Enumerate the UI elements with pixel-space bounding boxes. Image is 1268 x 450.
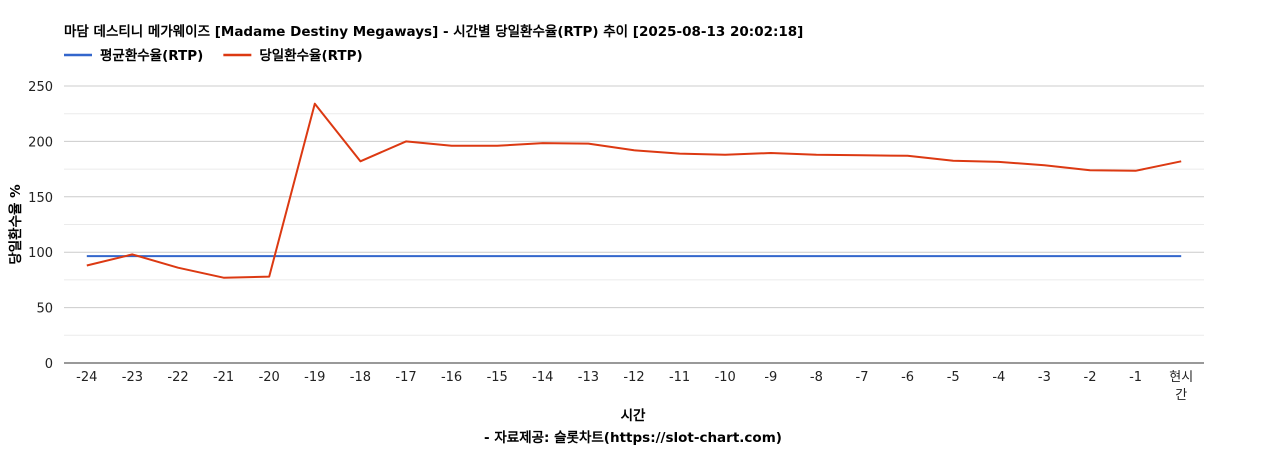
x-tick-label: -17 xyxy=(395,370,416,385)
x-tick-label: -16 xyxy=(441,370,462,385)
x-tick-label: -19 xyxy=(304,370,325,385)
x-tick-label: -7 xyxy=(856,370,869,385)
source-credit: - 자료제공: 슬롯차트(https://slot-chart.com) xyxy=(484,430,782,446)
x-tick-label: -5 xyxy=(947,370,960,385)
x-axis-title: 시간 xyxy=(621,407,646,424)
legend: 평균환수율(RTP) 당일환수율(RTP) xyxy=(64,47,363,64)
legend-label: 당일환수율(RTP) xyxy=(259,47,362,64)
x-tick-label: -11 xyxy=(669,370,690,385)
y-tick-label: 100 xyxy=(28,246,53,261)
y-tick-label: 200 xyxy=(28,135,53,150)
y-axis-ticks: 0 50 100 150 200 250 xyxy=(28,80,53,372)
x-tick-label: -22 xyxy=(167,370,188,385)
x-tick-label: -4 xyxy=(992,370,1005,385)
x-tick-label: -13 xyxy=(578,370,599,385)
series-line-1 xyxy=(86,102,1182,279)
x-tick-label: -21 xyxy=(213,370,234,385)
chart-title: 마담 데스티니 메가웨이즈 [Madame Destiny Megaways] … xyxy=(64,23,803,40)
x-tick-label: -10 xyxy=(715,370,736,385)
x-tick-label: 현시 간 xyxy=(1169,370,1193,403)
x-tick-label: -2 xyxy=(1084,370,1097,385)
x-tick-label: -6 xyxy=(901,370,914,385)
x-tick-label: -8 xyxy=(810,370,823,385)
x-tick-label: -1 xyxy=(1129,370,1142,385)
x-tick-label: -12 xyxy=(623,370,644,385)
x-tick-label: -15 xyxy=(487,370,508,385)
x-axis-ticks: -24 -23 -22 -21 -20 -19 -18 -17 -16 -15 -14 -13 -12 -… xyxy=(76,370,1193,403)
x-tick-label: -23 xyxy=(122,370,143,385)
x-tick-label: -20 xyxy=(259,370,280,385)
y-tick-label: 250 xyxy=(28,80,53,95)
x-tick-label: -24 xyxy=(76,370,97,385)
series-lines xyxy=(86,102,1182,279)
grid-lines xyxy=(64,85,1204,336)
y-axis-title: 당일환수율 % xyxy=(7,184,24,265)
y-tick-label: 150 xyxy=(28,191,53,206)
x-tick-label: -18 xyxy=(350,370,371,385)
y-tick-label: 0 xyxy=(45,357,53,372)
x-tick-label: -14 xyxy=(532,370,553,385)
x-tick-label: -9 xyxy=(764,370,777,385)
x-tick-label: -3 xyxy=(1038,370,1051,385)
y-tick-label: 50 xyxy=(36,302,53,317)
legend-label: 평균환수율(RTP) xyxy=(100,47,203,64)
